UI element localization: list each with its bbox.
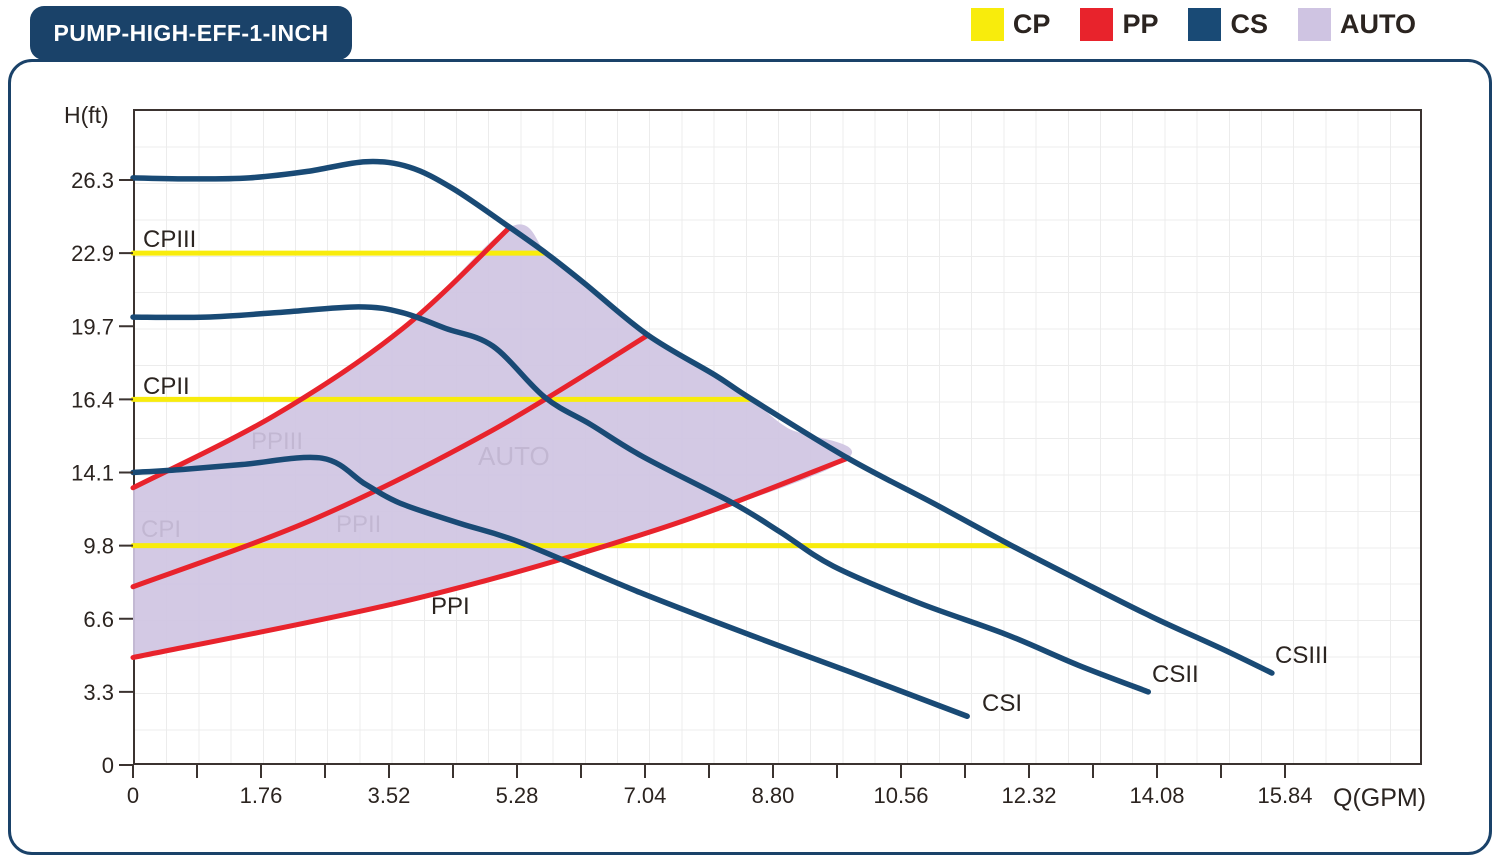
cs-swatch-icon	[1188, 7, 1222, 41]
page-title: PUMP-HIGH-EFF-1-INCH	[53, 19, 329, 46]
title-tab: PUMP-HIGH-EFF-1-INCH	[30, 6, 352, 60]
curve-label-cpi: CPI	[141, 516, 182, 543]
curve-label-csi: CSI	[982, 690, 1023, 717]
curve-label-csiii: CSIII	[1275, 642, 1329, 669]
legend-label-auto: AUTO	[1339, 8, 1416, 39]
cp-swatch-icon	[970, 7, 1004, 41]
curve-label-cpiii: CPIII	[143, 226, 197, 253]
legend-label-cp: CP	[1012, 8, 1051, 39]
legend-label-pp: PP	[1122, 8, 1159, 39]
legend-item-cs: CS	[1188, 7, 1268, 41]
plot-area	[133, 109, 1422, 765]
pp-swatch-icon	[1080, 7, 1114, 41]
curve-label-ppiii: PPIII	[251, 428, 304, 455]
legend: CP PP CS AUTO	[970, 5, 1416, 43]
x-axis-title: Q(GPM)	[1333, 784, 1427, 812]
y-axis-title: H(ft)	[64, 102, 109, 128]
curve-label-ppi: PPI	[431, 593, 470, 620]
curve-label-auto: AUTO	[478, 441, 550, 471]
legend-item-auto: AUTO	[1297, 7, 1416, 41]
curve-label-ppii: PPII	[336, 511, 382, 538]
auto-swatch-icon	[1297, 7, 1331, 41]
curve-label-csii: CSII	[1152, 661, 1199, 688]
legend-item-pp: PP	[1080, 7, 1159, 41]
legend-item-cp: CP	[970, 7, 1051, 41]
curve-label-cpii: CPII	[143, 373, 190, 400]
legend-label-cs: CS	[1230, 8, 1268, 39]
